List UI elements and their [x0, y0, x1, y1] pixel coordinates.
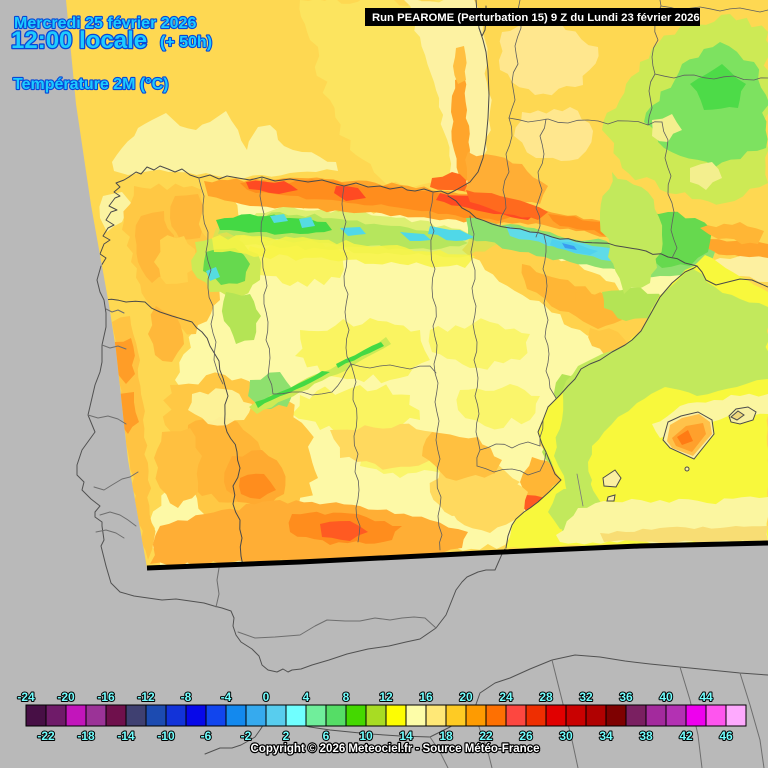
svg-text:10: 10: [359, 729, 373, 743]
svg-text:24: 24: [499, 690, 513, 704]
svg-text:40: 40: [659, 690, 673, 704]
svg-text:-16: -16: [97, 690, 115, 704]
svg-text:16: 16: [419, 690, 433, 704]
svg-text:Température 2M (°C): Température 2M (°C): [13, 76, 168, 93]
svg-text:-4: -4: [221, 690, 232, 704]
svg-text:26: 26: [519, 729, 533, 743]
svg-text:34: 34: [599, 729, 613, 743]
svg-text:20: 20: [459, 690, 473, 704]
svg-text:46: 46: [719, 729, 733, 743]
svg-text:14: 14: [399, 729, 413, 743]
svg-text:12:00 locale: 12:00 locale: [11, 27, 147, 54]
svg-text:2: 2: [283, 729, 290, 743]
svg-text:18: 18: [439, 729, 453, 743]
svg-text:22: 22: [479, 729, 493, 743]
svg-text:4: 4: [303, 690, 310, 704]
svg-text:6: 6: [323, 729, 330, 743]
svg-text:-6: -6: [201, 729, 212, 743]
svg-text:8: 8: [343, 690, 350, 704]
svg-text:28: 28: [539, 690, 553, 704]
svg-text:-24: -24: [17, 690, 35, 704]
svg-text:-18: -18: [77, 729, 95, 743]
svg-text:32: 32: [579, 690, 593, 704]
svg-text:-22: -22: [37, 729, 55, 743]
svg-text:44: 44: [699, 690, 713, 704]
svg-text:42: 42: [679, 729, 693, 743]
svg-text:30: 30: [559, 729, 573, 743]
svg-text:Copyright © 2026 Meteociel.fr: Copyright © 2026 Meteociel.fr - Source M…: [250, 743, 539, 755]
svg-text:-10: -10: [157, 729, 175, 743]
svg-text:-8: -8: [181, 690, 192, 704]
svg-text:38: 38: [639, 729, 653, 743]
svg-text:-2: -2: [241, 729, 252, 743]
svg-text:Mercredi 25 février 2026: Mercredi 25 février 2026: [14, 15, 196, 32]
svg-text:-12: -12: [137, 690, 155, 704]
svg-text:12: 12: [379, 690, 393, 704]
svg-text:-20: -20: [57, 690, 75, 704]
svg-text:-14: -14: [117, 729, 135, 743]
svg-text:36: 36: [619, 690, 633, 704]
svg-text:(+ 50h): (+ 50h): [160, 34, 212, 51]
svg-text:Run PEAROME (Perturbation 15): Run PEAROME (Perturbation 15) 9 Z du Lun…: [372, 12, 700, 24]
svg-text:0: 0: [263, 690, 270, 704]
